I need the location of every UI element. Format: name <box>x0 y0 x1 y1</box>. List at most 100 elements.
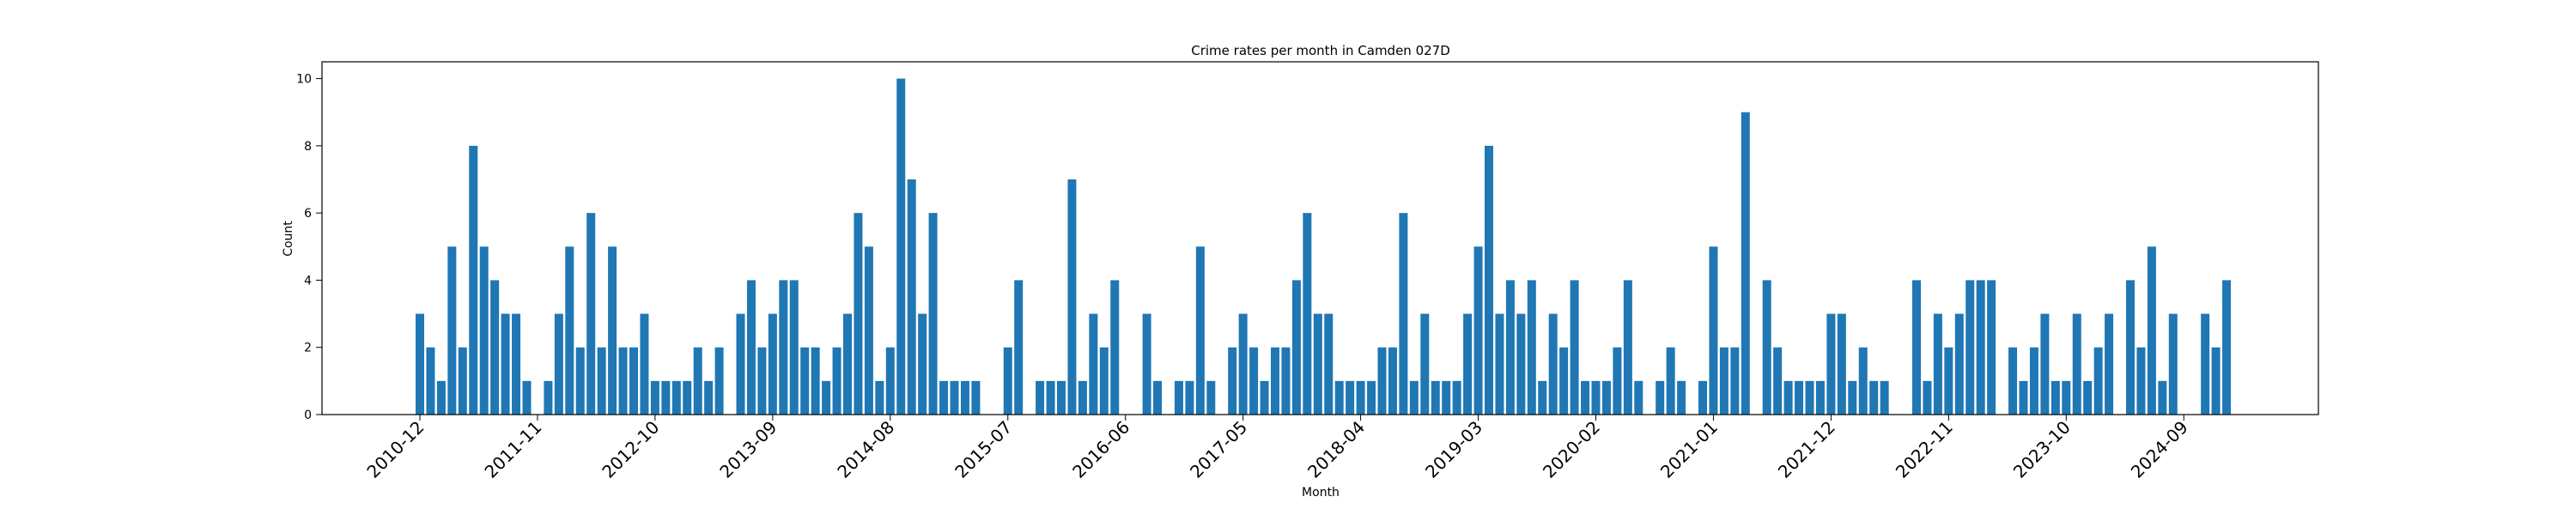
bar <box>843 313 852 415</box>
bar <box>939 380 949 415</box>
bar <box>1485 145 1493 415</box>
bar <box>1505 280 1515 415</box>
bar <box>447 246 457 415</box>
plot-frame <box>321 61 2319 415</box>
bar <box>960 380 969 415</box>
bar <box>1388 347 1397 415</box>
bar <box>2158 380 2167 415</box>
bar <box>554 313 563 415</box>
bar <box>1291 280 1301 415</box>
bar <box>1976 280 1985 415</box>
bar <box>640 313 649 415</box>
bar <box>1912 280 1921 415</box>
bar <box>928 213 938 415</box>
bar <box>1880 380 1889 415</box>
bar <box>1260 380 1269 415</box>
bar <box>714 347 724 415</box>
bar <box>1773 347 1783 415</box>
bar <box>501 313 510 415</box>
bar <box>1677 380 1686 415</box>
bar <box>629 347 638 415</box>
bar <box>1933 313 1942 415</box>
bar <box>1473 246 1483 415</box>
bar <box>1666 347 1675 415</box>
bar <box>1420 313 1430 415</box>
bar <box>2019 380 2028 415</box>
bar <box>426 347 435 415</box>
bar <box>1869 380 1879 415</box>
bar <box>2126 280 2135 415</box>
bar <box>1442 380 1451 415</box>
bar <box>2062 380 2071 415</box>
bar <box>1795 380 1804 415</box>
bar <box>2029 347 2038 415</box>
bar <box>512 313 521 415</box>
bar <box>1815 380 1825 415</box>
bar <box>1570 280 1579 415</box>
bar <box>1591 380 1601 415</box>
y-axis-label: Count <box>282 221 295 257</box>
bar <box>436 380 446 415</box>
bar <box>650 380 659 415</box>
chart-title: Crime rates per month in Camden 027D <box>1191 43 1450 58</box>
bar <box>618 347 628 415</box>
bar <box>2040 313 2050 415</box>
bar <box>1954 313 1964 415</box>
bar <box>2136 347 2146 415</box>
bar <box>1334 380 1344 415</box>
bar <box>800 347 810 415</box>
bar <box>1538 380 1547 415</box>
bar <box>586 213 596 415</box>
bar <box>1516 313 1526 415</box>
bar <box>575 347 585 415</box>
bar <box>1313 313 1322 415</box>
bar <box>2168 313 2178 415</box>
bar <box>565 246 574 415</box>
bar <box>1281 347 1291 415</box>
bar <box>1367 380 1376 415</box>
bar <box>2050 380 2060 415</box>
bar <box>1463 313 1473 415</box>
bar <box>1613 347 1622 415</box>
bar <box>811 347 820 415</box>
bar <box>896 78 906 415</box>
bar <box>1634 380 1643 415</box>
bar <box>1495 313 1504 415</box>
bar <box>1089 313 1098 415</box>
bar <box>2222 280 2232 415</box>
bar <box>1195 246 1205 415</box>
bar <box>746 280 756 415</box>
bar <box>1142 313 1151 415</box>
bar <box>1356 380 1365 415</box>
bar <box>950 380 959 415</box>
bar <box>768 313 777 415</box>
bar <box>1987 280 1996 415</box>
bar <box>1303 213 1312 415</box>
bar <box>2201 313 2210 415</box>
bar <box>1067 179 1077 415</box>
bar <box>1099 347 1109 415</box>
bar <box>1709 246 1718 415</box>
x-axis-label: Month <box>1302 486 1340 500</box>
bar <box>544 380 553 415</box>
bar <box>1923 380 1932 415</box>
bar <box>1548 313 1558 415</box>
bar <box>1249 347 1259 415</box>
y-tick-label: 10 <box>296 73 312 87</box>
bar <box>1762 280 1771 415</box>
bar <box>1324 313 1334 415</box>
y-tick-label: 2 <box>304 342 312 355</box>
bar <box>1805 380 1814 415</box>
bar <box>671 380 681 415</box>
y-tick-label: 0 <box>304 409 312 422</box>
bar <box>1698 380 1707 415</box>
bar <box>1656 380 1665 415</box>
bar <box>661 380 671 415</box>
bar <box>1431 380 1440 415</box>
y-tick-label: 6 <box>304 207 312 221</box>
bar <box>1858 347 1868 415</box>
bar <box>1346 380 1355 415</box>
bar <box>2093 347 2103 415</box>
bar <box>608 246 617 415</box>
